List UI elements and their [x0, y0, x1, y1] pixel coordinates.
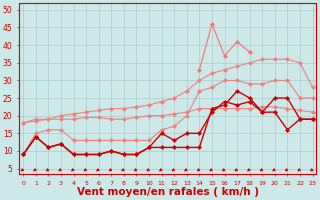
X-axis label: Vent moyen/en rafales ( km/h ): Vent moyen/en rafales ( km/h ) [77, 187, 259, 197]
